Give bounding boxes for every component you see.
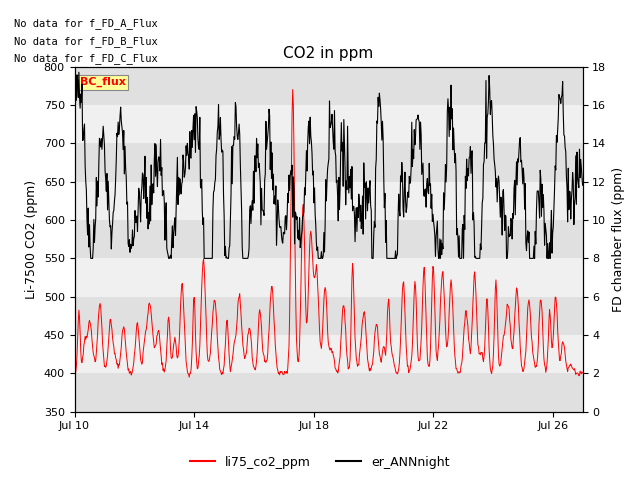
- Title: CO2 in ppm: CO2 in ppm: [284, 47, 374, 61]
- Bar: [74, 220, 582, 258]
- Text: BC_flux: BC_flux: [79, 77, 125, 87]
- Legend: li75_co2_ppm, er_ANNnight: li75_co2_ppm, er_ANNnight: [186, 451, 454, 474]
- Text: No data for f_FD_A_Flux: No data for f_FD_A_Flux: [13, 18, 157, 29]
- Bar: [74, 373, 582, 412]
- Bar: [74, 67, 582, 105]
- Bar: [74, 258, 582, 297]
- Bar: [74, 105, 582, 144]
- Bar: [74, 335, 582, 373]
- Y-axis label: Li-7500 CO2 (ppm): Li-7500 CO2 (ppm): [25, 180, 38, 299]
- Bar: [74, 297, 582, 335]
- Text: No data for f_FD_B_Flux: No data for f_FD_B_Flux: [13, 36, 157, 47]
- Y-axis label: FD chamber flux (ppm): FD chamber flux (ppm): [612, 167, 625, 312]
- Text: No data for f_FD_C_Flux: No data for f_FD_C_Flux: [13, 53, 157, 64]
- Bar: [74, 144, 582, 182]
- Bar: [74, 182, 582, 220]
